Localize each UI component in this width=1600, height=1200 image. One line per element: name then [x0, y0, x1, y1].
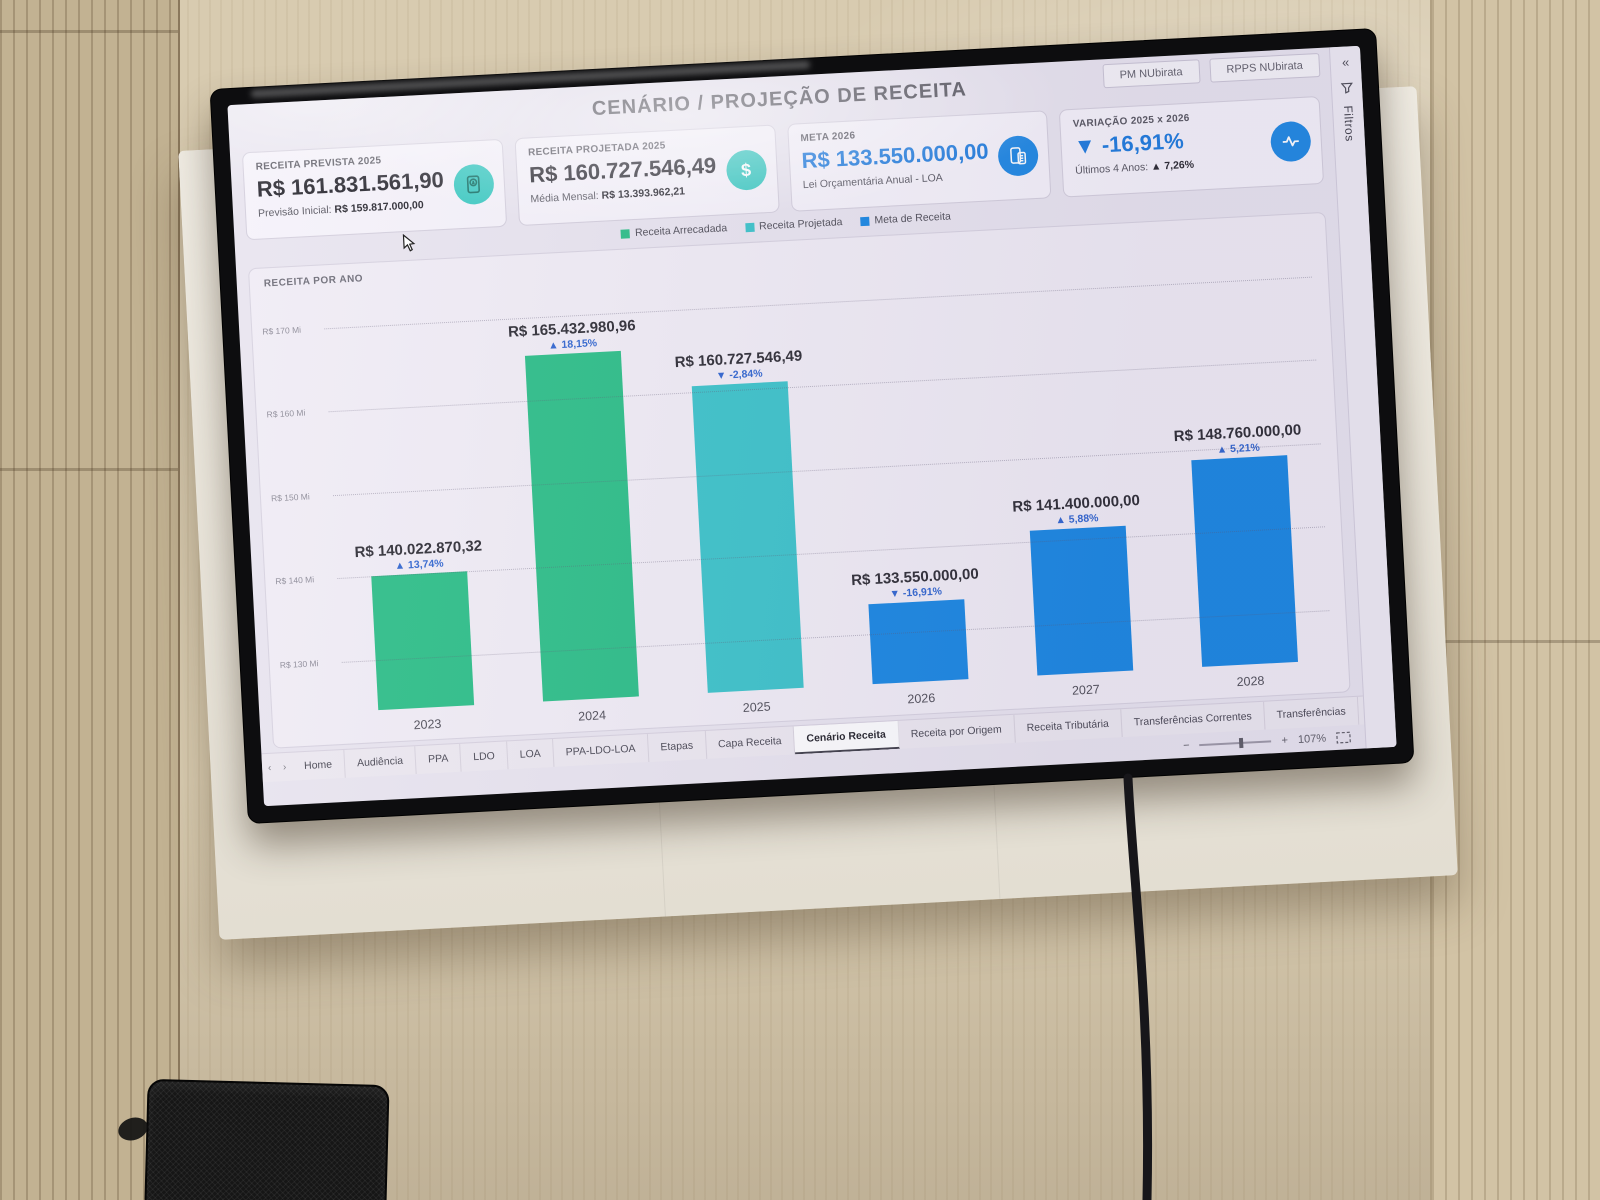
page-tab[interactable]: Audiência: [344, 746, 417, 778]
legend-label: Receita Projetada: [758, 216, 843, 233]
kpi-sub-value: ▲ 7,26%: [1150, 158, 1195, 173]
x-axis-label: 2024: [577, 708, 607, 724]
wood-panel-right: [1430, 0, 1600, 1200]
legend-label: Meta de Receita: [874, 210, 952, 227]
zoom-out-button[interactable]: −: [1182, 739, 1190, 753]
tabs-next-icon[interactable]: ›: [282, 761, 287, 773]
kpi-sub-value: R$ 13.393.962,21: [601, 185, 686, 202]
pm-nubirata-button[interactable]: PM NUbirata: [1102, 59, 1201, 89]
x-axis-label: 2028: [1236, 673, 1265, 690]
zoom-slider[interactable]: [1199, 737, 1272, 749]
bar[interactable]: [1029, 525, 1133, 676]
y-axis-tick: R$ 130 Mi: [279, 658, 319, 671]
bar-delta-label: ▲ 13,74%: [394, 557, 444, 573]
kpi-card-variacao: VARIAÇÃO 2025 x 2026 ▼ -16,91% Últimos 4…: [1059, 95, 1325, 198]
bar-value-label: R$ 133.550.000,00: [850, 565, 980, 590]
legend-swatch-icon: [620, 228, 631, 239]
bar-slot: R$ 140.022.870,32 ▲ 13,74%: [323, 303, 509, 712]
y-axis-tick: R$ 150 Mi: [270, 491, 310, 504]
tabs-prev-icon[interactable]: ‹: [267, 762, 272, 774]
kpi-card-receita-prevista: RECEITA PREVISTA 2025 R$ 161.831.561,90 …: [241, 138, 507, 241]
kpi-sub-label: Média Mensal:: [530, 189, 600, 206]
y-axis-tick: R$ 160 Mi: [266, 407, 306, 420]
legend-item[interactable]: Receita Projetada: [744, 216, 843, 233]
page-tab[interactable]: PPA: [415, 743, 462, 775]
dashboard-screen: CENÁRIO / PROJEÇÃO DE RECEITA PM NUbirat…: [227, 45, 1397, 807]
bar-slot: R$ 160.727.546,49 ▼ -2,84%: [653, 286, 839, 695]
zoom-level: 107%: [1297, 732, 1327, 746]
bar-value-label: R$ 141.400.000,00: [1011, 491, 1141, 516]
bar[interactable]: [371, 571, 475, 711]
kpi-sub-label: Últimos 4 Anos:: [1074, 161, 1149, 177]
x-axis-label: 2026: [907, 690, 936, 707]
bar[interactable]: [868, 599, 969, 685]
fit-to-page-icon[interactable]: [1336, 731, 1352, 744]
bar-value-label: R$ 148.760.000,00: [1173, 421, 1302, 446]
bar[interactable]: [1190, 455, 1298, 667]
filter-icon: [1340, 82, 1353, 94]
wall-groove: [0, 468, 178, 471]
bar-delta-label: ▲ 18,15%: [547, 337, 598, 352]
kpi-sub-value: R$ 159.817.000,00: [334, 199, 424, 216]
legend-swatch-icon: [860, 216, 870, 226]
wall-groove: [0, 30, 178, 33]
bar-slot: R$ 141.400.000,00 ▲ 5,88%: [982, 268, 1168, 677]
bar[interactable]: [691, 381, 804, 693]
bar-slot: R$ 148.760.000,00 ▲ 5,21%: [1146, 260, 1332, 669]
legend-label: Receita Arrecadada: [634, 222, 728, 239]
x-axis-label: 2025: [742, 699, 771, 715]
y-axis-tick: R$ 170 Mi: [262, 324, 302, 337]
page-tab[interactable]: LOA: [507, 738, 555, 770]
chart-title: RECEITA POR ANO: [263, 273, 364, 290]
chart-plot: R$ 140.022.870,32 ▲ 13,74% R$ 165.432.980,…: [262, 260, 1332, 712]
legend-swatch-icon: [744, 222, 755, 232]
kpi-sub-label: Lei Orçamentária Anual - LOA: [802, 171, 944, 192]
x-axis-label: 2027: [1071, 682, 1101, 698]
bar-value-label: R$ 140.022.870,32: [354, 537, 483, 562]
wood-panel-left: [0, 0, 180, 1200]
bar-value-label: R$ 160.727.546,49: [674, 347, 803, 372]
y-axis-tick: R$ 140 Mi: [275, 574, 315, 587]
kpi-card-receita-projetada: RECEITA PROJETADA 2025 R$ 160.727.546,49…: [514, 124, 780, 227]
page-tab[interactable]: Etapas: [647, 731, 707, 762]
dashboard-main: CENÁRIO / PROJEÇÃO DE RECEITA PM NUbirat…: [227, 47, 1365, 806]
bar-slot: R$ 133.550.000,00 ▼ -16,91%: [817, 277, 1003, 686]
zoom-in-button[interactable]: +: [1281, 734, 1289, 747]
chart-bars: R$ 140.022.870,32 ▲ 13,74% R$ 165.432.980,…: [323, 260, 1332, 712]
bar-delta-label: ▲ 5,88%: [1055, 511, 1099, 527]
bar-slot: R$ 165.432.980,96 ▲ 18,15%: [488, 294, 674, 703]
chart-card: RECEITA POR ANO R$ 140.022.870,32 ▲ 13,74…: [247, 211, 1351, 749]
tv: CENÁRIO / PROJEÇÃO DE RECEITA PM NUbirat…: [209, 27, 1415, 825]
bar-value-label: R$ 165.432.980,96: [507, 316, 636, 341]
legend-item[interactable]: Receita Arrecadada: [620, 222, 728, 240]
kpi-card-meta-2026: META 2026 R$ 133.550.000,00 Lei Orçament…: [786, 110, 1052, 212]
zoom-slider-handle[interactable]: [1238, 737, 1244, 749]
page-tab[interactable]: LDO: [460, 741, 509, 772]
bar-delta-label: ▼ -16,91%: [889, 585, 943, 601]
office-chair: [144, 1078, 390, 1200]
expand-pane-icon[interactable]: «: [1341, 54, 1350, 70]
mouse-cursor: [402, 233, 416, 252]
page-tab[interactable]: Home: [291, 749, 346, 781]
filter-pane-label: Filtros: [1340, 105, 1357, 142]
kpi-sub-label: Previsão Inicial:: [257, 203, 332, 220]
bar-delta-label: ▼ -2,84%: [715, 367, 763, 383]
wall-groove: [1432, 640, 1600, 643]
x-axis-label: 2023: [413, 716, 442, 733]
legend-item[interactable]: Meta de Receita: [860, 210, 951, 227]
